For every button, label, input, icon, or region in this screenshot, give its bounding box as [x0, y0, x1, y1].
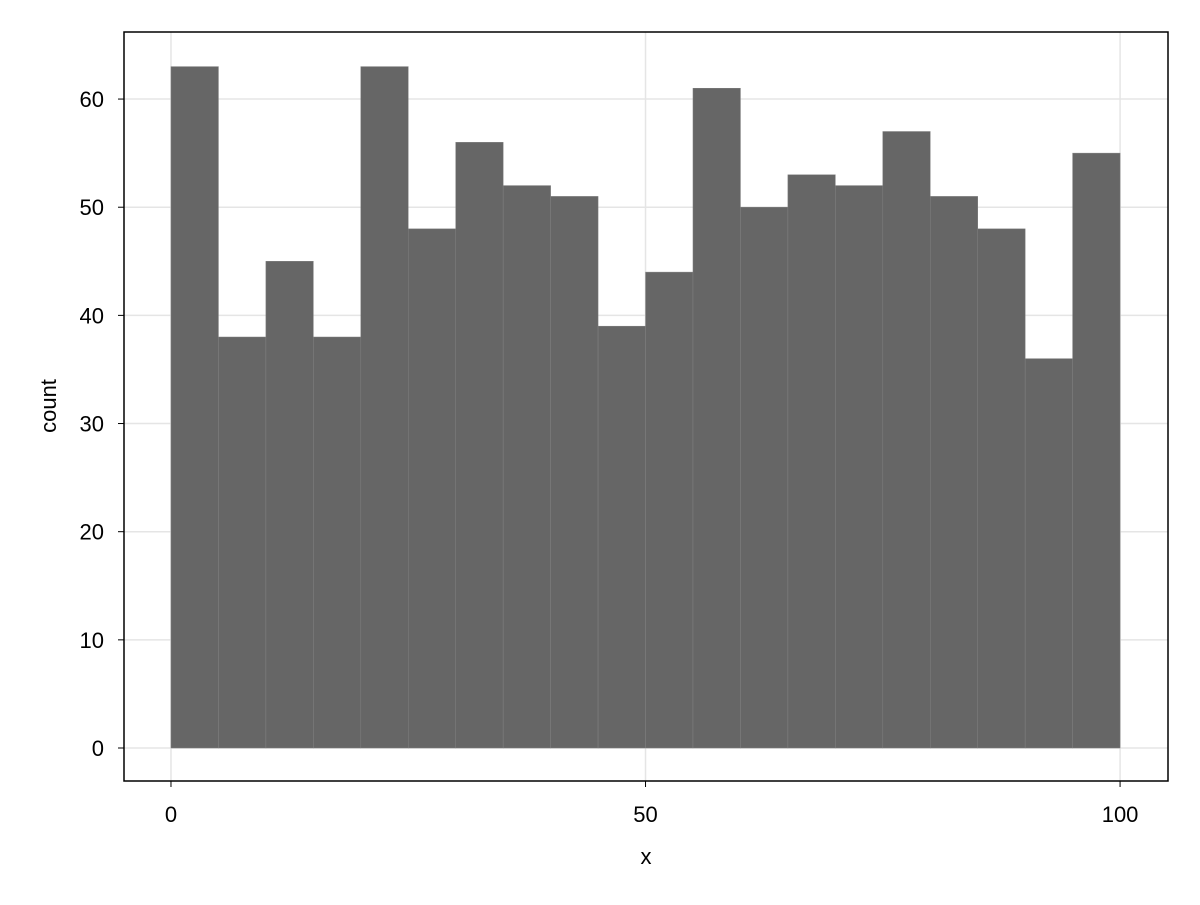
histogram-bar: [265, 261, 314, 749]
y-tick-label: 50: [80, 195, 104, 220]
y-tick-label: 60: [80, 87, 104, 112]
histogram-bar: [977, 228, 1026, 749]
histogram-bar: [455, 142, 504, 749]
x-tick-label: 50: [633, 802, 657, 827]
histogram-bar: [930, 196, 978, 749]
histogram-bar: [882, 131, 931, 749]
histogram-bar: [408, 228, 456, 749]
x-axis-ticks: 0 50 100: [165, 781, 1139, 827]
x-tick-label: 100: [1102, 802, 1139, 827]
histogram-bar: [740, 206, 789, 749]
histogram-bar: [1024, 358, 1073, 749]
y-tick-label: 20: [80, 520, 104, 545]
y-tick-label: 30: [80, 412, 104, 437]
histogram-bar: [692, 87, 741, 749]
x-tick-label: 0: [165, 802, 177, 827]
histogram-bar: [218, 336, 267, 749]
histogram-bar: [645, 271, 694, 749]
y-axis-label: count: [36, 379, 61, 433]
histogram-bar: [835, 185, 884, 749]
histogram-bar: [170, 66, 219, 749]
histogram-bar: [1072, 152, 1121, 749]
histogram-bar: [597, 325, 646, 749]
histogram-bar: [360, 66, 409, 749]
y-tick-label: 0: [92, 736, 104, 761]
bars: [170, 66, 1121, 749]
y-tick-label: 40: [80, 303, 104, 328]
histogram-bar: [502, 185, 551, 749]
y-axis-ticks: 0 10 20 30 40 50 60: [80, 87, 124, 761]
histogram-bar: [787, 174, 836, 749]
x-axis-label: x: [641, 844, 652, 869]
histogram-bar: [550, 196, 599, 749]
y-tick-label: 10: [80, 628, 104, 653]
histogram-bar: [313, 336, 362, 749]
